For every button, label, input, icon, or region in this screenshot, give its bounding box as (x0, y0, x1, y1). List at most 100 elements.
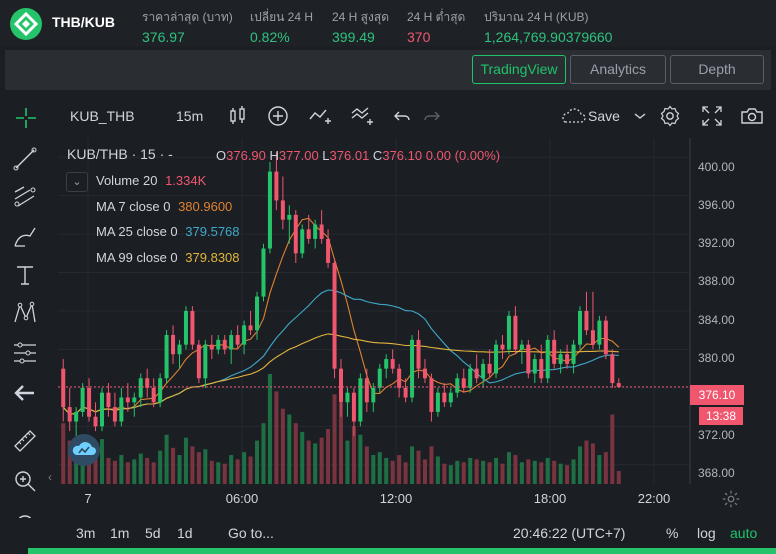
indicator-value: 379.5768 (185, 224, 240, 239)
volume-bar (229, 455, 234, 484)
trend-line-icon[interactable] (12, 146, 38, 172)
back-arrow-icon[interactable] (12, 380, 38, 406)
candle-body (287, 214, 292, 220)
text-tool-icon[interactable] (12, 262, 38, 288)
indicators-icon[interactable] (308, 104, 332, 128)
prediction-tool-icon[interactable] (12, 340, 38, 366)
candle-body (506, 315, 511, 350)
symbol-button[interactable]: KUB_THB (70, 108, 135, 124)
candle-body (351, 392, 356, 422)
volume-bar (519, 462, 524, 484)
candle-body (565, 354, 570, 364)
candle-body (358, 378, 363, 422)
indicator-ma7[interactable]: MA 7 close 0 380.9600 (96, 199, 232, 214)
candle-body (397, 368, 402, 388)
chart-canvas[interactable] (58, 138, 748, 484)
bottom-accent-strip (28, 548, 776, 554)
candle-body (300, 229, 305, 254)
range-3m-button[interactable]: 3m (76, 525, 96, 541)
indicator-ma25[interactable]: MA 25 close 0 379.5768 (96, 224, 240, 239)
candle-body (255, 296, 260, 331)
volume-bar (67, 440, 72, 484)
log-scale-button[interactable]: log (697, 525, 716, 541)
candle-body (216, 339, 221, 350)
fullscreen-icon[interactable] (700, 104, 724, 128)
indicator-ma99[interactable]: MA 99 close 0 379.8308 (96, 250, 240, 265)
candle-body (171, 335, 176, 355)
legend-collapse-button[interactable]: ⌄ (66, 172, 88, 192)
candle-body (145, 378, 150, 388)
volume-bar (248, 456, 253, 484)
candle-style-icon[interactable] (226, 104, 250, 128)
cloud-icon[interactable] (558, 104, 588, 128)
save-button[interactable]: Save (588, 108, 620, 124)
chevron-down-icon: ⌄ (72, 176, 82, 188)
volume-bar (468, 457, 473, 484)
redo-icon[interactable] (420, 104, 444, 128)
volume-bar (545, 457, 550, 484)
volume-bar (397, 455, 402, 484)
candle-body (106, 392, 111, 408)
candle-body (164, 335, 169, 379)
range-1d-button[interactable]: 1d (177, 525, 193, 541)
ma7-line (62, 217, 620, 415)
undo-icon[interactable] (390, 104, 414, 128)
crosshair-icon[interactable] (14, 106, 38, 130)
candle-body (416, 339, 421, 369)
indicator-volume[interactable]: Volume 20 1.334K (96, 173, 206, 188)
tab-analytics[interactable]: Analytics (570, 55, 666, 84)
interval-button[interactable]: 15m (176, 108, 204, 124)
volume-bar (526, 459, 531, 484)
stat-last-price: ราคาล่าสุด (บาท) 376.97 (142, 8, 233, 45)
pattern-tool-icon[interactable] (12, 300, 38, 326)
volume-bar (616, 470, 621, 484)
percent-scale-button[interactable]: % (666, 525, 679, 541)
assistant-avatar[interactable] (68, 434, 100, 466)
candle-body (500, 344, 505, 350)
tab-tradingview[interactable]: TradingView (472, 55, 566, 84)
fib-retracement-icon[interactable] (12, 184, 38, 210)
auto-scale-button[interactable]: auto (730, 525, 758, 541)
range-5d-button[interactable]: 5d (145, 525, 161, 541)
volume-bar (80, 455, 85, 484)
volume-bar (93, 449, 98, 484)
brush-icon[interactable] (12, 224, 38, 250)
tab-depth[interactable]: Depth (670, 55, 764, 84)
go-to-button[interactable]: Go to... (228, 525, 274, 541)
volume-bar (364, 446, 369, 484)
chart-legend: KUB/THB · 15 · - (67, 146, 173, 162)
time-axis[interactable]: 7 06:00 12:00 18:00 22:00 (58, 486, 748, 512)
compare-icon[interactable] (350, 104, 374, 128)
camera-icon[interactable] (740, 104, 764, 128)
candle-body (461, 378, 466, 388)
range-1m-button[interactable]: 1m (110, 525, 130, 541)
candle-body (222, 339, 227, 350)
volume-bar (358, 434, 363, 484)
price-chart[interactable]: KUB/THB · 15 · - O376.90 H377.00 L376.01… (58, 138, 748, 484)
time-tick: 12:00 (379, 491, 413, 506)
settings-gear-icon[interactable] (658, 104, 682, 128)
ruler-icon[interactable] (12, 428, 38, 454)
add-indicator-icon[interactable] (266, 104, 290, 128)
chevron-down-icon[interactable] (628, 104, 652, 128)
candle-body (99, 392, 104, 427)
candle-body (261, 248, 266, 297)
volume-bar (338, 402, 344, 484)
candle-body (435, 392, 440, 412)
candle-body (203, 344, 208, 379)
utc-clock[interactable]: 20:46:22 (UTC+7) (513, 525, 626, 541)
price-axis[interactable]: 400.00 396.00 392.00 388.00 384.00 380.0… (690, 138, 776, 484)
price-tick: 384.00 (698, 313, 735, 327)
candle-body (177, 344, 182, 355)
scroll-left-icon[interactable]: ‹ (48, 470, 52, 484)
candle-body (274, 171, 279, 201)
candle-body (468, 368, 473, 388)
candle-body (61, 368, 66, 408)
volume-bar (448, 465, 453, 484)
candle-body (616, 383, 621, 387)
volume-bar (442, 463, 447, 484)
axis-settings-icon[interactable] (720, 488, 742, 510)
zoom-in-icon[interactable] (12, 468, 38, 494)
candle-body (539, 359, 544, 379)
candle-body (422, 368, 427, 379)
